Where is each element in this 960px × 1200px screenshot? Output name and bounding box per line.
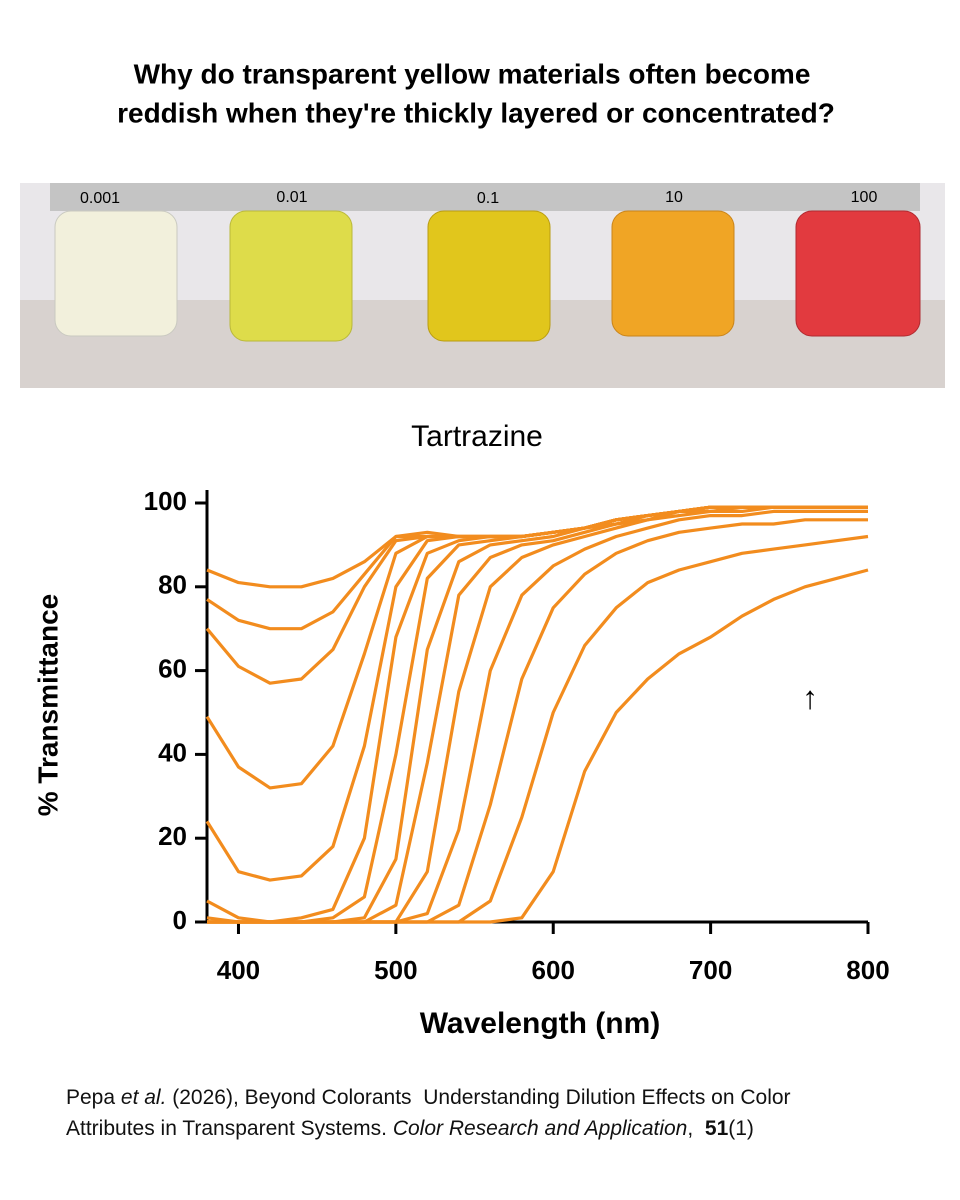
citation-volume: 51 (704, 1117, 729, 1140)
y-tick-label: 60 (158, 653, 187, 683)
series-line (207, 505, 868, 924)
vial-label: 0.001 (80, 190, 120, 207)
series-line (206, 505, 868, 924)
vial (427, 210, 551, 342)
vial-label: 10 (665, 189, 683, 206)
series-line (207, 509, 868, 924)
title-line: Why do transparent yellow materials ofte… (134, 58, 811, 89)
x-tick-label: 800 (846, 955, 889, 985)
vial (795, 210, 921, 337)
series-line (205, 505, 868, 882)
chart-title: Tartrazine (411, 420, 543, 453)
y-tick-label: 100 (144, 486, 187, 516)
series-line (207, 534, 869, 924)
vial-label: 0.01 (276, 189, 307, 206)
vial (229, 210, 353, 342)
title-line: reddish when they're thickly layered or … (117, 97, 835, 128)
canvas: Why do transparent yellow materials ofte… (20, 58, 945, 1040)
y-tick-label: 80 (158, 570, 187, 600)
citation-text: Pepa (66, 1086, 121, 1109)
x-tick-label: 700 (689, 955, 732, 985)
series-line (206, 505, 868, 589)
vial-label: 0.1 (477, 190, 499, 207)
citation-journal: Color Research and Application (392, 1117, 688, 1140)
citation-italic: et al. (120, 1086, 167, 1109)
y-tick-label: 20 (158, 821, 187, 851)
y-axis-label: % Transmittance (32, 594, 63, 817)
annotation-arrow: ↑ (802, 679, 818, 715)
vial (611, 210, 735, 337)
citation: Pepa et al. (2026), Beyond Colorants Und… (66, 1082, 791, 1144)
x-tick-label: 500 (374, 955, 417, 985)
label-bar (50, 183, 920, 211)
series-line (207, 505, 868, 924)
citation-text: (2026), Beyond Colorants Understanding D… (166, 1086, 791, 1109)
citation-text: (1) (728, 1117, 754, 1140)
x-tick-label: 600 (532, 955, 575, 985)
series-line (206, 505, 868, 924)
series-line (207, 568, 869, 924)
x-tick-label: 400 (217, 955, 260, 985)
vial (54, 210, 178, 337)
citation-text: Attributes in Transparent Systems. (66, 1117, 393, 1140)
y-tick-label: 40 (158, 737, 187, 767)
citation-text: , (687, 1117, 705, 1140)
vial-photo: 0.001 0.01 0.1 10 100 (20, 183, 945, 388)
y-tick-label: 0 (173, 905, 187, 935)
vial-label: 100 (851, 189, 878, 206)
series-line (207, 505, 868, 924)
x-axis-label: Wavelength (nm) (420, 1007, 661, 1040)
